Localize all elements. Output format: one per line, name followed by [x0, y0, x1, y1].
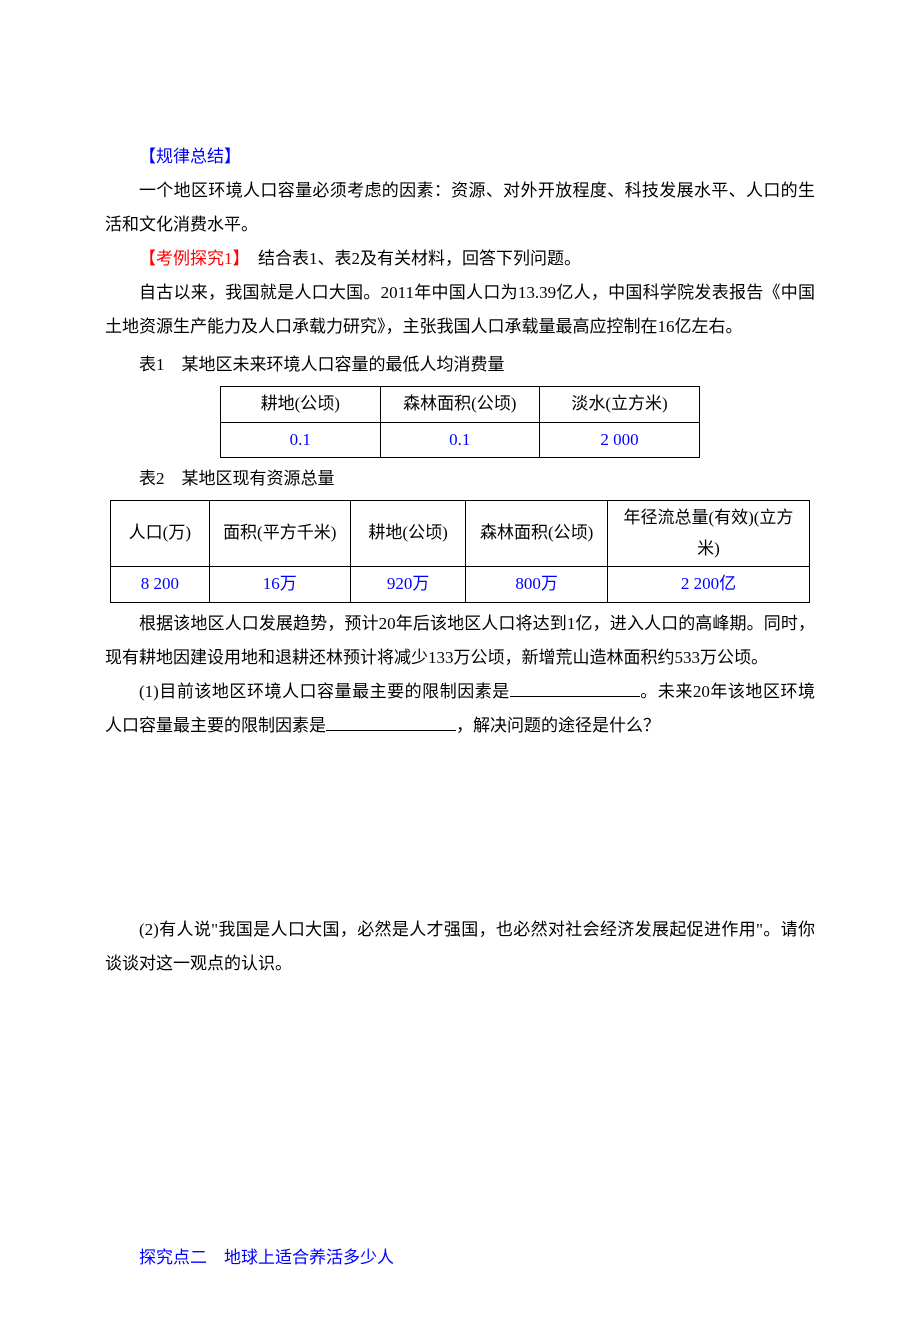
table2-h2: 耕地(公顷)	[350, 501, 466, 567]
example-intro: 自古以来，我国就是人口大国。2011年中国人口为13.39亿人，中国科学院发表报…	[105, 276, 815, 344]
blank-input[interactable]	[510, 681, 640, 697]
table2-v3: 800万	[466, 567, 608, 603]
table1-h0: 耕地(公顷)	[221, 387, 381, 423]
table2-h4: 年径流总量(有效)(立方米)	[607, 501, 809, 567]
table1-caption: 表1 某地区未来环境人口容量的最低人均消费量	[105, 348, 815, 382]
table-row: 耕地(公顷) 森林面积(公顷) 淡水(立方米)	[221, 387, 700, 423]
table2-v0: 8 200	[111, 567, 210, 603]
table1: 耕地(公顷) 森林面积(公顷) 淡水(立方米) 0.1 0.1 2 000	[220, 386, 700, 458]
table1-h2: 淡水(立方米)	[540, 387, 700, 423]
table1-v0: 0.1	[221, 422, 381, 458]
table1-h1: 森林面积(公顷)	[380, 387, 540, 423]
rule-summary-title: 【规律总结】	[105, 140, 815, 174]
table2: 人口(万) 面积(平方千米) 耕地(公顷) 森林面积(公顷) 年径流总量(有效)…	[110, 500, 810, 603]
table1-v1: 0.1	[380, 422, 540, 458]
example-label: 【考例探究1】	[139, 249, 241, 268]
table2-v2: 920万	[350, 567, 466, 603]
answer-space	[105, 743, 815, 913]
q1-post: ，解决问题的途径是什么？	[456, 716, 660, 735]
rule-summary-label: 【规律总结】	[139, 147, 241, 166]
question-1: (1)目前该地区环境人口容量最主要的限制因素是。未来20年该地区环境人口容量最主…	[105, 675, 815, 743]
table2-caption: 表2 某地区现有资源总量	[105, 462, 815, 496]
table-row: 人口(万) 面积(平方千米) 耕地(公顷) 森林面积(公顷) 年径流总量(有效)…	[111, 501, 810, 567]
table1-v2: 2 000	[540, 422, 700, 458]
document-page: 【规律总结】 一个地区环境人口容量必须考虑的因素：资源、对外开放程度、科技发展水…	[0, 0, 920, 1335]
table2-v1: 16万	[209, 567, 350, 603]
answer-space	[105, 981, 815, 1241]
rule-summary-body: 一个地区环境人口容量必须考虑的因素：资源、对外开放程度、科技发展水平、人口的生活…	[105, 174, 815, 242]
question-2: (2)有人说"我国是人口大国，必然是人才强国，也必然对社会经济发展起促进作用"。…	[105, 913, 815, 981]
table-row: 0.1 0.1 2 000	[221, 422, 700, 458]
table2-h3: 森林面积(公顷)	[466, 501, 608, 567]
table2-v4: 2 200亿	[607, 567, 809, 603]
example-prompt-line: 【考例探究1】 结合表1、表2及有关材料，回答下列问题。	[105, 242, 815, 276]
q1-pre: (1)目前该地区环境人口容量最主要的限制因素是	[139, 682, 510, 701]
blank-input[interactable]	[326, 715, 456, 731]
table2-h1: 面积(平方千米)	[209, 501, 350, 567]
table2-h0: 人口(万)	[111, 501, 210, 567]
section-2-label: 探究点二 地球上适合养活多少人	[139, 1248, 394, 1267]
example-prompt: 结合表1、表2及有关材料，回答下列问题。	[241, 249, 581, 268]
table-row: 8 200 16万 920万 800万 2 200亿	[111, 567, 810, 603]
continuation-text: 根据该地区人口发展趋势，预计20年后该地区人口将达到1亿，进入人口的高峰期。同时…	[105, 607, 815, 675]
section-2-title: 探究点二 地球上适合养活多少人	[105, 1241, 815, 1275]
